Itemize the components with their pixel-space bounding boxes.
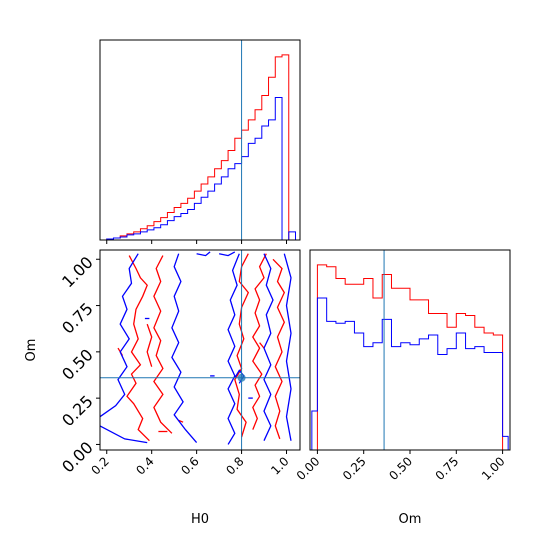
panel-hist-h0: [99, 39, 301, 244]
contour-series-0-line-5: [272, 258, 286, 440]
hist-om-ticklabel-4: 1.00: [479, 454, 508, 483]
hist-H0-series-0: [100, 54, 296, 241]
contour-y-ticklabel-2: 0.50: [58, 345, 97, 384]
frame-hist-h0: [99, 39, 301, 241]
contour-series-1-line-2: [99, 425, 148, 444]
hist-Om-series-1: [311, 297, 509, 450]
contour-series-1-line-3: [196, 251, 211, 257]
contour-series: [99, 251, 292, 445]
hist-om-ticklabel-1: 0.25: [340, 454, 369, 483]
truth-point: [237, 373, 246, 382]
frame-hist-om: [309, 249, 511, 451]
contour-series-0-line-9: [259, 342, 265, 349]
contour-x-ticklabel-1: 0.4: [133, 454, 156, 477]
contour-series-1-line-4: [218, 251, 236, 257]
contour-y-ticklabel-1: 0.25: [58, 392, 97, 431]
hist-h0-xticks: [106, 240, 288, 244]
contour-x-ticklabel-0: 0.2: [88, 454, 111, 477]
contour-yticks: 0.000.250.500.751.00: [58, 253, 100, 476]
xlabel-om: Om: [399, 512, 422, 527]
contour-series-1-line-1: [171, 253, 198, 444]
panel-contour-h0-om: 0.2 0.4 0.6 0.8 1.0 0.000.250.500.751.00 H0 …: [24, 249, 301, 527]
hist-om-ticklabel-2: 0.50: [386, 454, 415, 483]
hist-om-xticks: 0.00 0.25 0.50 0.75 1.00: [294, 450, 508, 483]
hist-om-series: [311, 264, 509, 451]
contour-series-1-line-7: [283, 253, 292, 441]
frame-contour: [99, 249, 301, 451]
contour-x-ticklabel-2: 0.6: [178, 454, 201, 477]
hist-om-ticklabel-0: 0.00: [294, 454, 323, 483]
panel-hist-om: 0.00 0.25 0.50 0.75 1.00 Om: [294, 249, 511, 527]
contour-series-0-line-2: [146, 323, 153, 367]
contour-series-0-line-3: [234, 253, 250, 438]
contour-y-ticklabel-4: 1.00: [58, 253, 97, 292]
xlabel-h0: H0: [191, 512, 209, 527]
hist-Om-series-0: [311, 264, 509, 451]
ylabel-om: Om: [24, 339, 39, 362]
hist-om-ticklabel-3: 0.75: [433, 454, 462, 483]
contour-xticks: 0.2 0.4 0.6 0.8 1.0: [88, 450, 292, 478]
hist-H0-series-1: [100, 97, 297, 241]
contour-x-ticklabel-3: 0.8: [223, 454, 246, 477]
hist-h0-series: [100, 54, 297, 241]
contour-series-0-line-4: [252, 253, 267, 430]
contour-series-1-line-5: [227, 253, 240, 445]
contour-series-1-line-6: [263, 253, 274, 441]
contour-series-0-line-1: [153, 255, 173, 434]
contour-y-ticklabel-3: 0.75: [58, 299, 97, 338]
contour-series-0-line-0: [126, 255, 150, 442]
contour-x-ticklabel-4: 1.0: [268, 454, 291, 477]
contour-series-1-line-0: [99, 253, 139, 418]
